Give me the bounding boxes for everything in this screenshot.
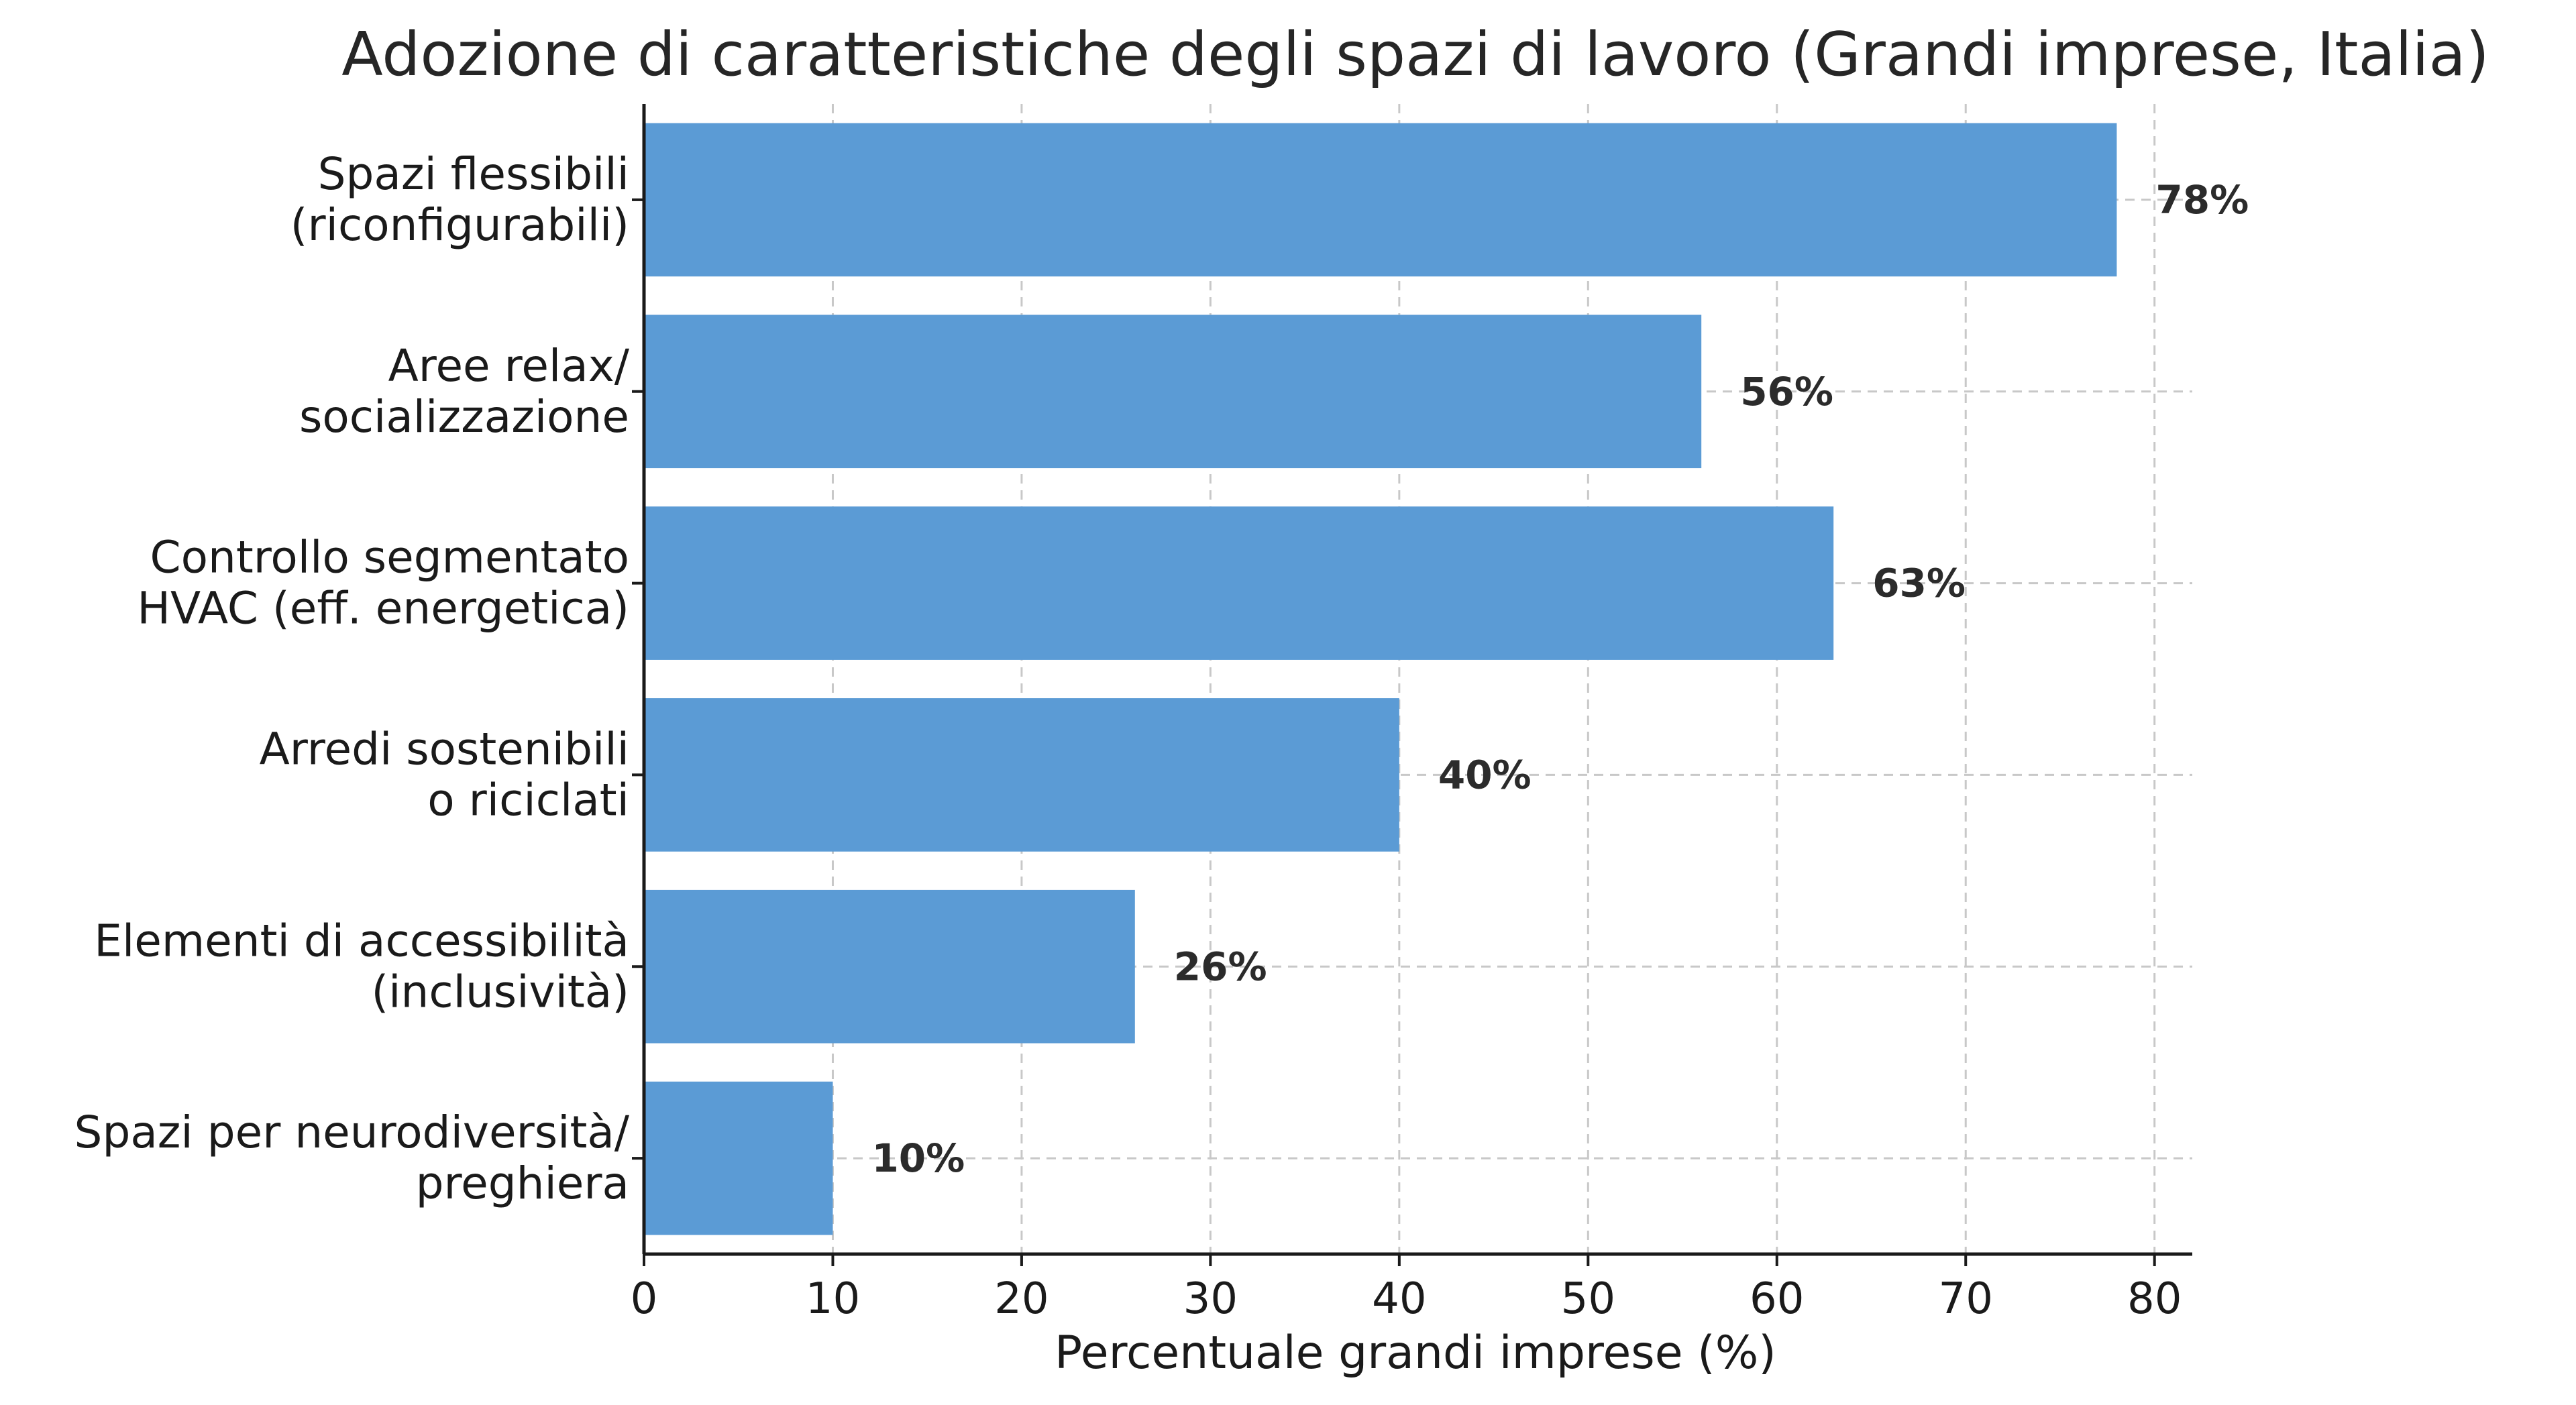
category-label: Aree relax/ bbox=[388, 340, 630, 392]
x-tick-label: 40 bbox=[1372, 1274, 1426, 1324]
category-label: preghiera bbox=[416, 1158, 629, 1209]
x-tick-label: 10 bbox=[806, 1274, 860, 1324]
x-tick-label: 30 bbox=[1183, 1274, 1238, 1324]
category-label: Arredi sostenibili bbox=[260, 723, 629, 775]
category-label: HVAC (eff. energetica) bbox=[137, 583, 629, 634]
x-tick-label: 70 bbox=[1939, 1274, 1993, 1324]
bars-layer bbox=[644, 123, 2117, 1235]
value-label: 63% bbox=[1872, 561, 1966, 606]
category-label: Spazi per neurodiversità/ bbox=[74, 1107, 630, 1158]
bar bbox=[644, 698, 1399, 852]
category-label: (riconfigurabili) bbox=[290, 199, 629, 251]
value-label: 40% bbox=[1438, 752, 1532, 797]
x-tick-label: 50 bbox=[1561, 1274, 1615, 1324]
x-tick-label: 20 bbox=[994, 1274, 1049, 1324]
labels-layer: 78% Spazi flessibili(riconfigurabili) 56% A… bbox=[74, 148, 2249, 1324]
value-label: 78% bbox=[2155, 177, 2249, 223]
category-label: (inclusività) bbox=[371, 966, 629, 1017]
value-label: 10% bbox=[871, 1135, 965, 1181]
bar bbox=[644, 1081, 833, 1235]
value-label: 26% bbox=[1174, 944, 1267, 989]
category-label: Controllo segmentato bbox=[150, 532, 629, 583]
axes-layer bbox=[632, 104, 2192, 1266]
bar bbox=[644, 889, 1135, 1044]
x-tick-label: 0 bbox=[631, 1274, 658, 1324]
x-axis-label: Percentuale grandi imprese (%) bbox=[1055, 1327, 1776, 1380]
category-label: Elementi di accessibilità bbox=[94, 915, 629, 966]
x-tick-label: 80 bbox=[2127, 1274, 2182, 1324]
category-label: o riciclati bbox=[427, 774, 629, 826]
x-tick-label: 60 bbox=[1750, 1274, 1804, 1324]
chart-title: Adozione di caratteristiche degli spazi … bbox=[341, 19, 2489, 90]
bar bbox=[644, 506, 1834, 660]
value-label: 56% bbox=[1740, 369, 1833, 414]
category-label: socializzazione bbox=[299, 391, 629, 443]
bar bbox=[644, 315, 1702, 469]
category-label: Spazi flessibili bbox=[318, 148, 629, 200]
bar bbox=[644, 123, 2117, 277]
